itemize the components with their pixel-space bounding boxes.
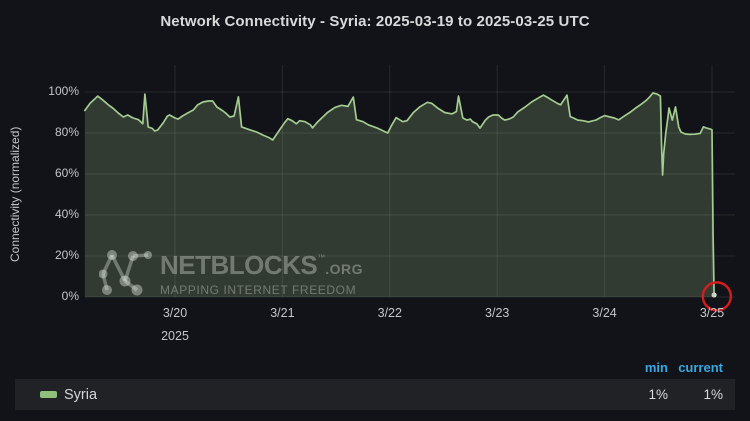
legend-column-current[interactable]: current <box>678 360 723 375</box>
x-tick-label: 3/23 <box>485 306 510 320</box>
panel-title: Network Connectivity - Syria: 2025-03-19… <box>160 13 590 30</box>
legend-min-value: 1% <box>648 387 668 402</box>
x-tick-label: 3/20 <box>162 306 188 320</box>
endpoint-marker <box>711 292 717 298</box>
x-tick-label: 3/25 <box>699 306 725 320</box>
x-tick-label: 3/22 <box>377 306 402 320</box>
y-tick-label: 100% <box>48 84 79 98</box>
y-tick-label: 80% <box>54 125 79 139</box>
x-tick-label: 3/24 <box>592 306 617 320</box>
y-axis-ticks: 100% 80% 60% 40% 20% 0% <box>0 0 79 421</box>
x-axis-year-label: 2025 <box>161 329 189 343</box>
legend-series-row[interactable]: Syria 1% 1% <box>15 379 735 410</box>
y-tick-label: 20% <box>54 248 79 262</box>
connectivity-area <box>84 93 715 297</box>
y-tick-label: 0% <box>61 289 79 303</box>
y-tick-label: 40% <box>54 207 79 221</box>
legend-headers: min current <box>0 360 750 377</box>
x-tick-label: 3/21 <box>270 306 295 320</box>
legend-series-swatch <box>40 391 57 398</box>
y-tick-label: 60% <box>54 166 79 180</box>
legend-current-value: 1% <box>703 387 723 402</box>
legend-series-label[interactable]: Syria <box>64 386 98 403</box>
legend-column-min[interactable]: min <box>644 360 668 375</box>
outage-highlight-circle <box>701 281 733 312</box>
connectivity-line <box>83 92 715 296</box>
